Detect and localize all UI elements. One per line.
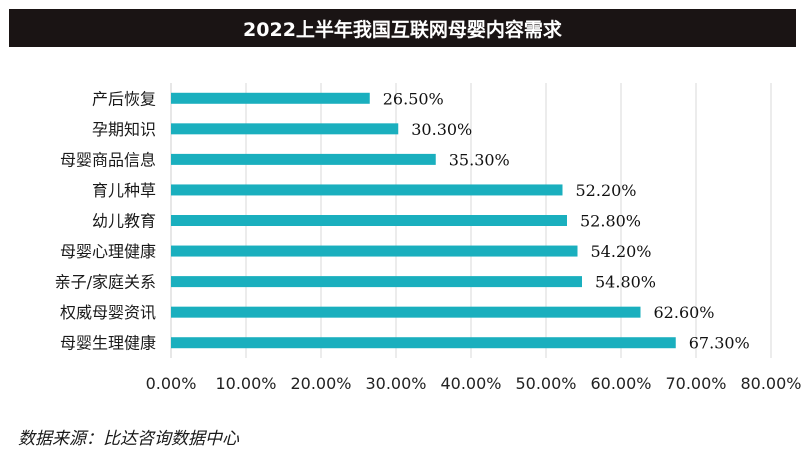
category-label: 母婴生理健康 xyxy=(60,334,156,353)
value-label: 26.50% xyxy=(383,89,444,108)
value-label: 30.30% xyxy=(411,120,472,139)
bar xyxy=(171,123,399,135)
category-label: 育儿种草 xyxy=(92,181,156,200)
value-label: 54.20% xyxy=(591,242,652,261)
category-label: 母婴商品信息 xyxy=(60,150,156,169)
category-label: 权威母婴资讯 xyxy=(60,303,156,322)
bar xyxy=(171,92,370,104)
x-tick-label: 30.00% xyxy=(365,374,426,393)
bar xyxy=(171,337,676,349)
category-label: 孕期知识 xyxy=(92,120,156,139)
chart-title-bar: 2022上半年我国互联网母婴内容需求 xyxy=(9,9,796,47)
value-label: 35.30% xyxy=(449,150,510,169)
bar xyxy=(171,245,578,257)
value-label: 54.80% xyxy=(595,273,656,292)
x-tick-label: 80.00% xyxy=(740,374,801,393)
chart-title: 2022上半年我国互联网母婴内容需求 xyxy=(243,18,562,41)
category-label: 亲子/家庭关系 xyxy=(55,273,156,292)
bar xyxy=(171,184,563,196)
bar xyxy=(171,215,567,226)
x-tick-label: 60.00% xyxy=(590,374,651,393)
bar xyxy=(171,276,582,288)
category-label: 幼儿教育 xyxy=(92,212,156,231)
data-source-note: 数据来源：比达咨询数据中心 xyxy=(18,429,239,449)
bar xyxy=(171,306,641,318)
value-label: 52.80% xyxy=(580,212,641,231)
category-label: 母婴心理健康 xyxy=(60,242,156,261)
bar xyxy=(171,153,436,165)
value-label: 67.30% xyxy=(689,334,750,353)
x-tick-label: 20.00% xyxy=(290,374,351,393)
x-tick-label: 10.00% xyxy=(215,374,276,393)
value-label: 62.60% xyxy=(654,303,715,322)
value-label: 52.20% xyxy=(576,181,637,200)
x-tick-label: 40.00% xyxy=(440,374,501,393)
x-tick-label: 0.00% xyxy=(146,374,197,393)
x-tick-label: 50.00% xyxy=(515,374,576,393)
category-label: 产后恢复 xyxy=(92,89,156,108)
x-tick-label: 70.00% xyxy=(665,374,726,393)
